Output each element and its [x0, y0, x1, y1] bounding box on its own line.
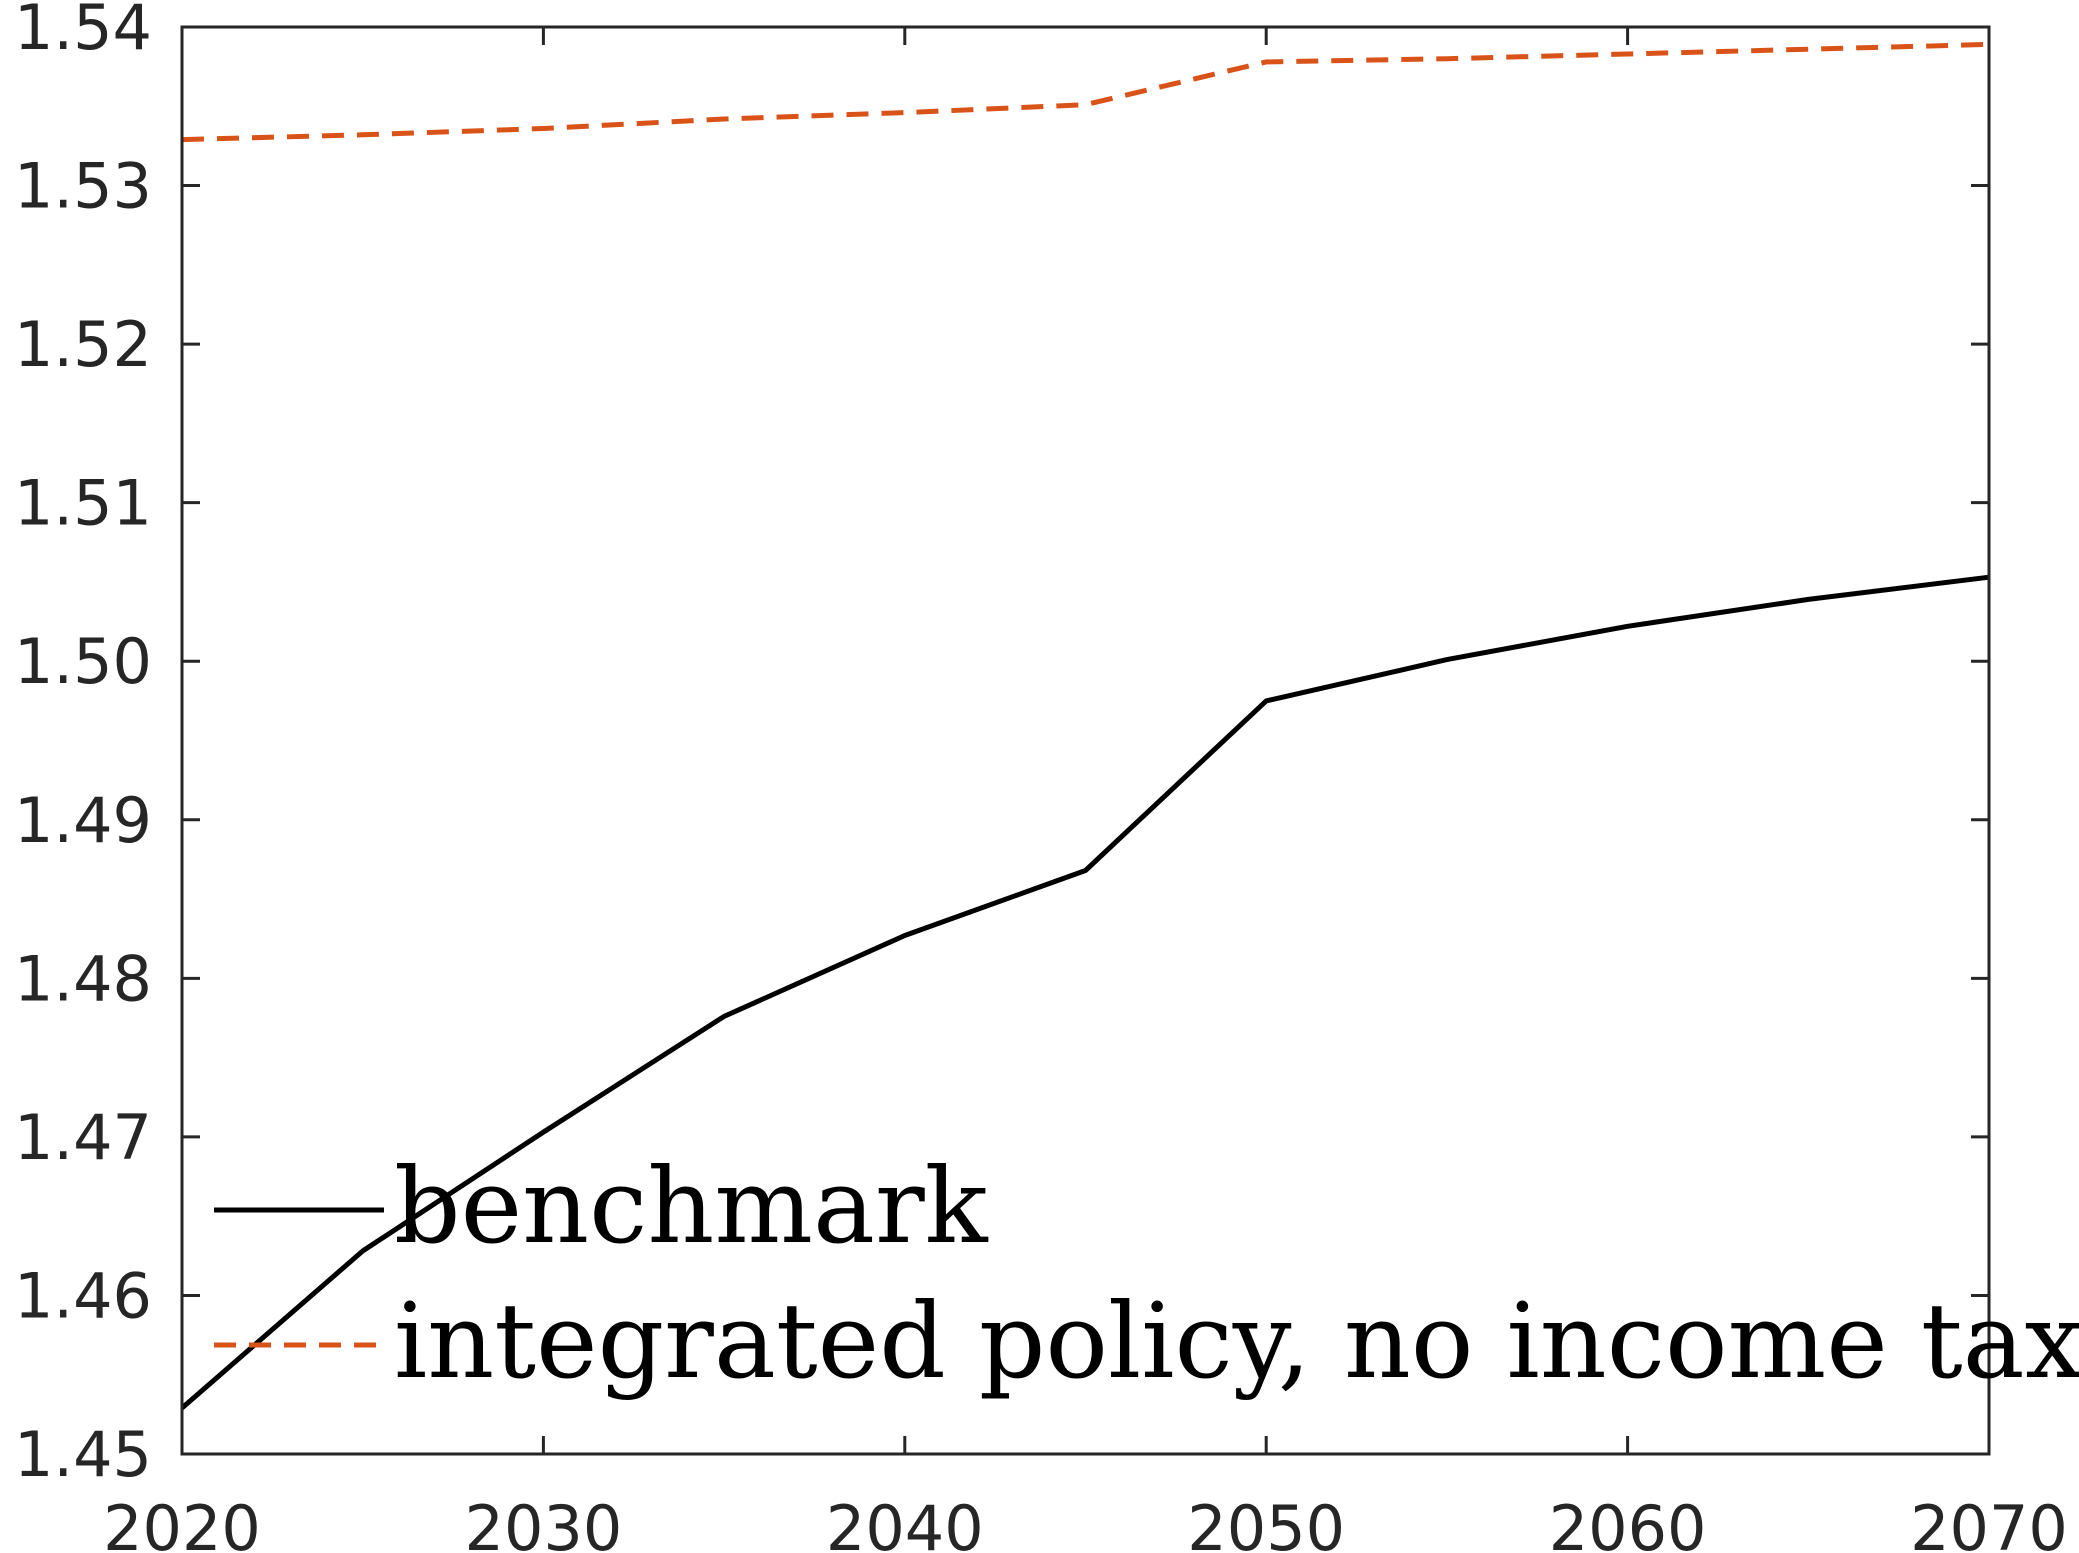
- y-tick-label: 1.51: [14, 467, 152, 540]
- axis-ticks: 2020 2030 2040 2050 2060 2070 1.45 1.46 1.47 1.48…: [14, 0, 2068, 1553]
- series-line-benchmark: [180, 574, 1990, 1410]
- y-tick-label: 1.47: [14, 1101, 152, 1174]
- y-tick-label: 1.45: [14, 1418, 152, 1491]
- y-tick-label: 1.49: [14, 784, 152, 857]
- y-tick-label: 1.46: [14, 1259, 152, 1332]
- y-tick-label: 1.48: [14, 942, 152, 1015]
- series-lines: [180, 41, 1990, 1410]
- y-tick-label: 1.50: [14, 625, 152, 698]
- x-tick-label: 2040: [826, 1492, 984, 1553]
- legend-label-benchmark: benchmark: [394, 1145, 989, 1267]
- x-tick-label: 2060: [1549, 1492, 1707, 1553]
- y-tick-label: 1.54: [14, 0, 152, 64]
- x-tick-label: 2030: [465, 1492, 623, 1553]
- y-tick-label: 1.52: [14, 308, 152, 381]
- legend-label-integrated-policy: integrated policy, no income tax: [394, 1280, 2079, 1402]
- x-tick-label: 2070: [1910, 1492, 2068, 1553]
- series-line-integrated-policy: [181, 41, 1990, 143]
- y-tick-label: 1.53: [14, 150, 152, 223]
- x-tick-label: 2020: [103, 1492, 261, 1553]
- x-tick-label: 2050: [1187, 1492, 1345, 1553]
- plot-area-frame: [180, 25, 1991, 1456]
- legend: benchmark integrated policy, no income ta…: [214, 1145, 2079, 1402]
